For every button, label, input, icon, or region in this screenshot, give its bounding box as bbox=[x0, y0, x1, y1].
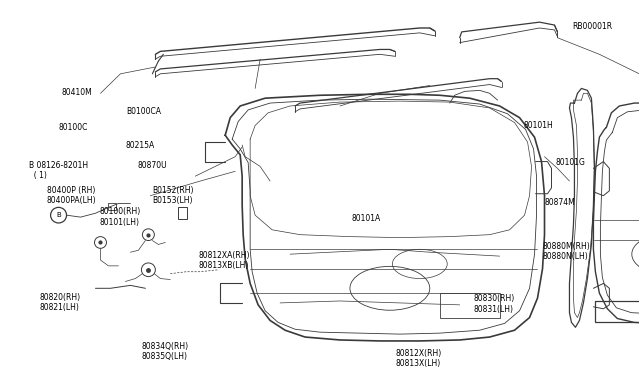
Text: B0152(RH)
B0153(LH): B0152(RH) B0153(LH) bbox=[153, 186, 194, 205]
Text: 80820(RH)
80821(LH): 80820(RH) 80821(LH) bbox=[39, 293, 80, 312]
Text: 80101A: 80101A bbox=[351, 214, 381, 223]
Text: 80874M: 80874M bbox=[545, 198, 575, 207]
Text: 80812XA(RH)
80813XB(LH): 80812XA(RH) 80813XB(LH) bbox=[198, 251, 250, 270]
Text: 80830(RH)
80831(LH): 80830(RH) 80831(LH) bbox=[473, 295, 515, 314]
Text: RB00001R: RB00001R bbox=[572, 22, 612, 32]
Text: 80101G: 80101G bbox=[555, 158, 585, 167]
Text: B: B bbox=[56, 212, 61, 218]
Text: B 08126-8201H
  ( 1): B 08126-8201H ( 1) bbox=[29, 161, 88, 180]
Text: 80870U: 80870U bbox=[138, 161, 168, 170]
Text: 80101H: 80101H bbox=[523, 121, 553, 130]
Text: 80400P (RH)
80400PA(LH): 80400P (RH) 80400PA(LH) bbox=[47, 186, 96, 205]
Text: 80100C: 80100C bbox=[58, 122, 88, 132]
Text: 80834Q(RH)
80835Q(LH): 80834Q(RH) 80835Q(LH) bbox=[141, 341, 188, 361]
Text: 80410M: 80410M bbox=[61, 88, 92, 97]
Text: 80100(RH)
80101(LH): 80100(RH) 80101(LH) bbox=[100, 208, 141, 227]
Text: 80812X(RH)
80813X(LH): 80812X(RH) 80813X(LH) bbox=[396, 349, 442, 368]
Text: 80215A: 80215A bbox=[126, 141, 155, 150]
Text: B0100CA: B0100CA bbox=[126, 107, 161, 116]
Text: 80880M(RH)
80880N(LH): 80880M(RH) 80880N(LH) bbox=[543, 242, 591, 261]
